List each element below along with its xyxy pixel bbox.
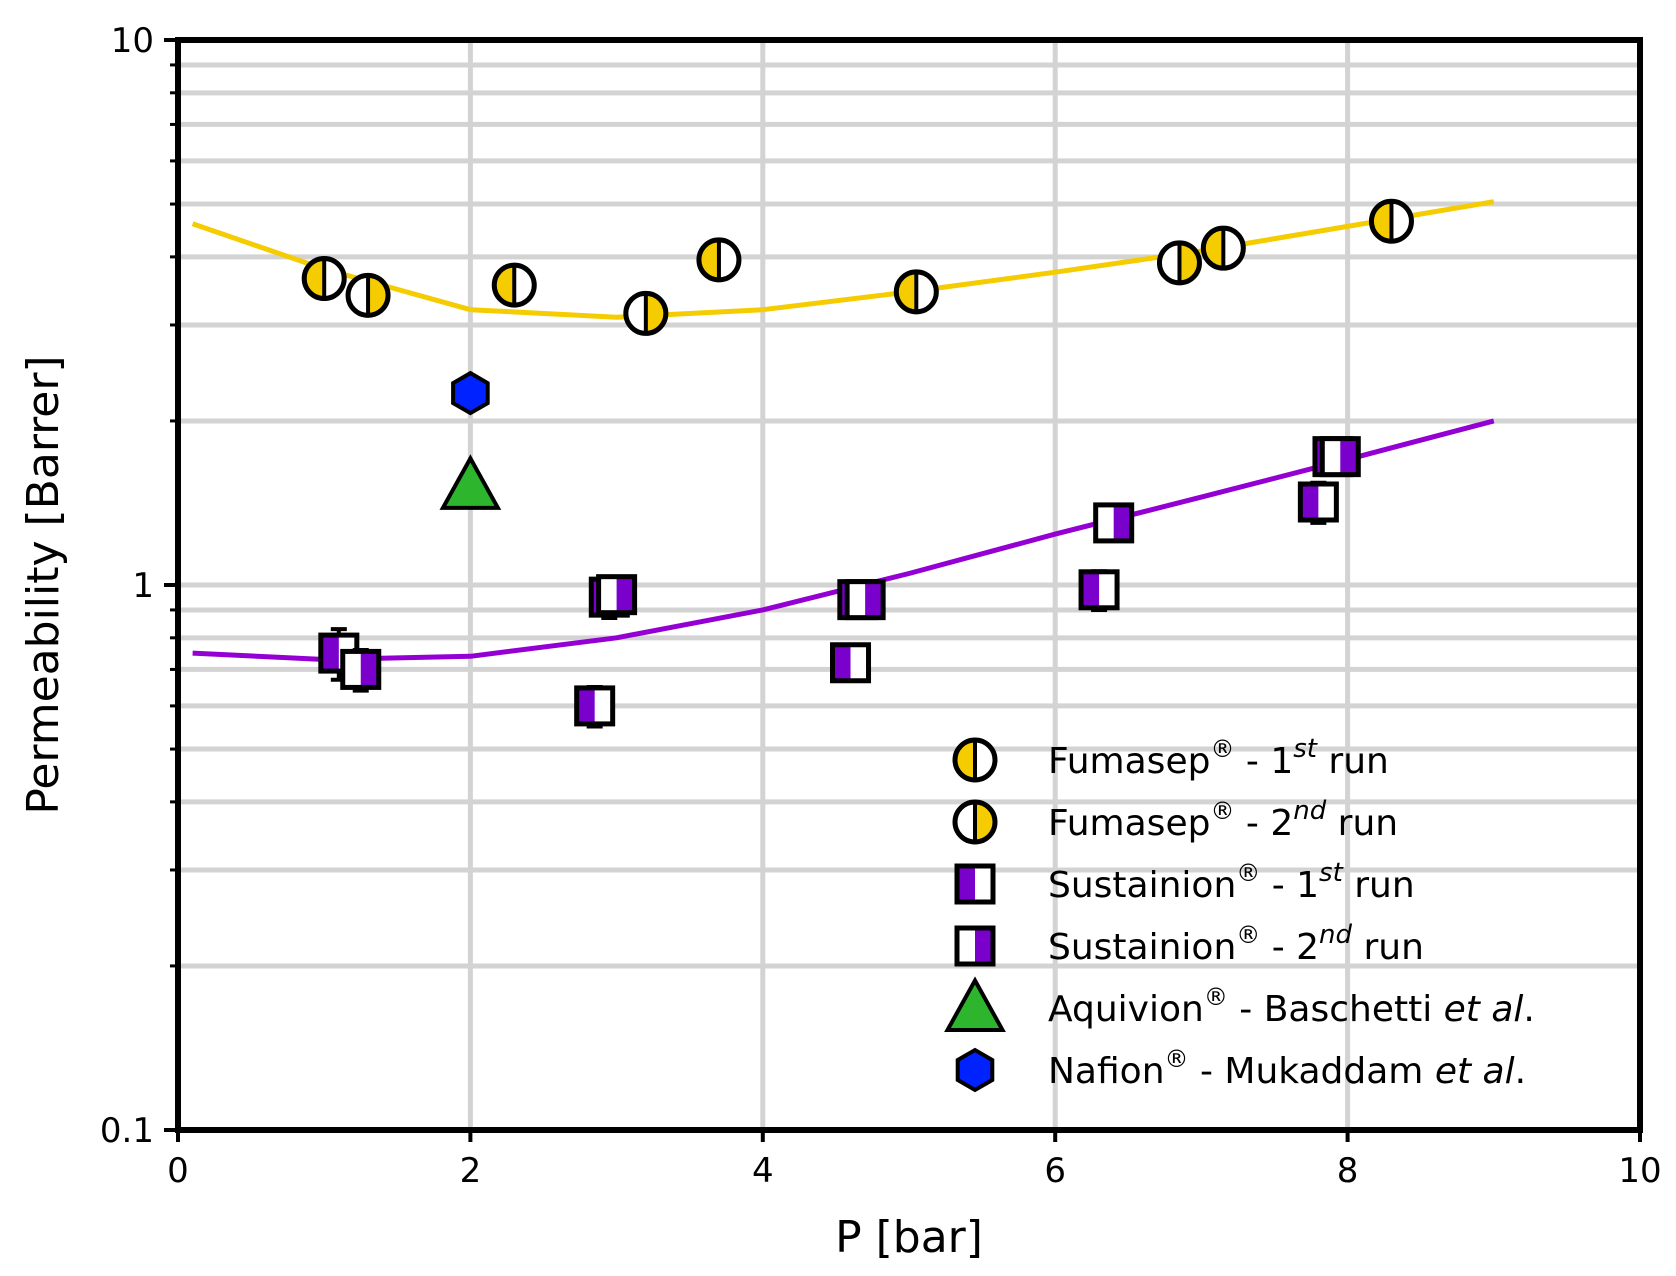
- legend-item: Fumasep® - 1st run: [952, 734, 1389, 783]
- data-point: [830, 642, 872, 684]
- fit-lines: [191, 199, 1495, 662]
- x-axis-label: P [bar]: [835, 1212, 983, 1263]
- legend-item: Nafion® - Mukaddam et al.: [955, 1045, 1526, 1093]
- fit-line-sustainion: [192, 418, 1495, 662]
- data-point: [439, 454, 502, 510]
- y-tick-label: 1: [132, 566, 154, 606]
- x-tick-label: 0: [167, 1151, 189, 1191]
- legend-label: Sustainion® - 1st run: [1048, 858, 1415, 906]
- legend-label: Aquivion® - Baschetti et al.: [1048, 983, 1535, 1030]
- data-point: [451, 370, 490, 416]
- data-point: [596, 574, 638, 616]
- axis-ticks: 0 2 4 6 8 10 0.1 1 10: [100, 21, 1662, 1191]
- fit-line-fumasep: [191, 199, 1495, 320]
- y-axis-label: Permeability [Barrer]: [18, 355, 69, 814]
- data-point: [623, 290, 669, 336]
- data-point: [1200, 225, 1246, 271]
- data-point: [340, 647, 382, 693]
- legend-marker: [952, 799, 998, 845]
- y-tick-label: 0.1: [100, 1111, 154, 1151]
- data-point: [696, 237, 742, 283]
- x-tick-label: 4: [752, 1151, 774, 1191]
- legend-label: Fumasep® - 2nd run: [1048, 796, 1398, 844]
- legend: Fumasep® - 1st run Fumasep® - 2nd run Sust…: [944, 734, 1535, 1093]
- data-point: [1156, 240, 1202, 286]
- legend-marker: [944, 976, 1006, 1032]
- x-tick-label: 10: [1618, 1151, 1661, 1191]
- x-tick-label: 8: [1337, 1151, 1359, 1191]
- data-point: [491, 262, 537, 308]
- data-point: [893, 269, 939, 315]
- legend-label: Fumasep® - 1st run: [1048, 734, 1389, 782]
- legend-item: Sustainion® - 2nd run: [954, 920, 1424, 968]
- legend-marker: [952, 737, 998, 783]
- data-point: [345, 272, 391, 318]
- data-point: [301, 256, 347, 302]
- legend-item: Aquivion® - Baschetti et al.: [944, 976, 1535, 1032]
- data-point: [1078, 569, 1120, 612]
- data-point: [1319, 436, 1361, 478]
- legend-label: Sustainion® - 2nd run: [1048, 920, 1424, 968]
- data-point: [1093, 502, 1135, 544]
- data-points: [301, 198, 1414, 729]
- legend-item: Sustainion® - 1st run: [954, 858, 1415, 906]
- data-point: [1297, 480, 1339, 525]
- x-tick-label: 6: [1044, 1151, 1066, 1191]
- data-point: [1368, 198, 1414, 244]
- legend-label: Nafion® - Mukaddam et al.: [1048, 1045, 1526, 1092]
- data-point: [844, 579, 886, 621]
- y-tick-label: 10: [111, 21, 154, 61]
- data-point: [574, 684, 616, 729]
- legend-marker: [955, 1047, 995, 1093]
- legend-marker: [954, 863, 996, 905]
- legend-marker: [954, 925, 996, 967]
- x-tick-label: 2: [460, 1151, 482, 1191]
- legend-item: Fumasep® - 2nd run: [952, 796, 1398, 845]
